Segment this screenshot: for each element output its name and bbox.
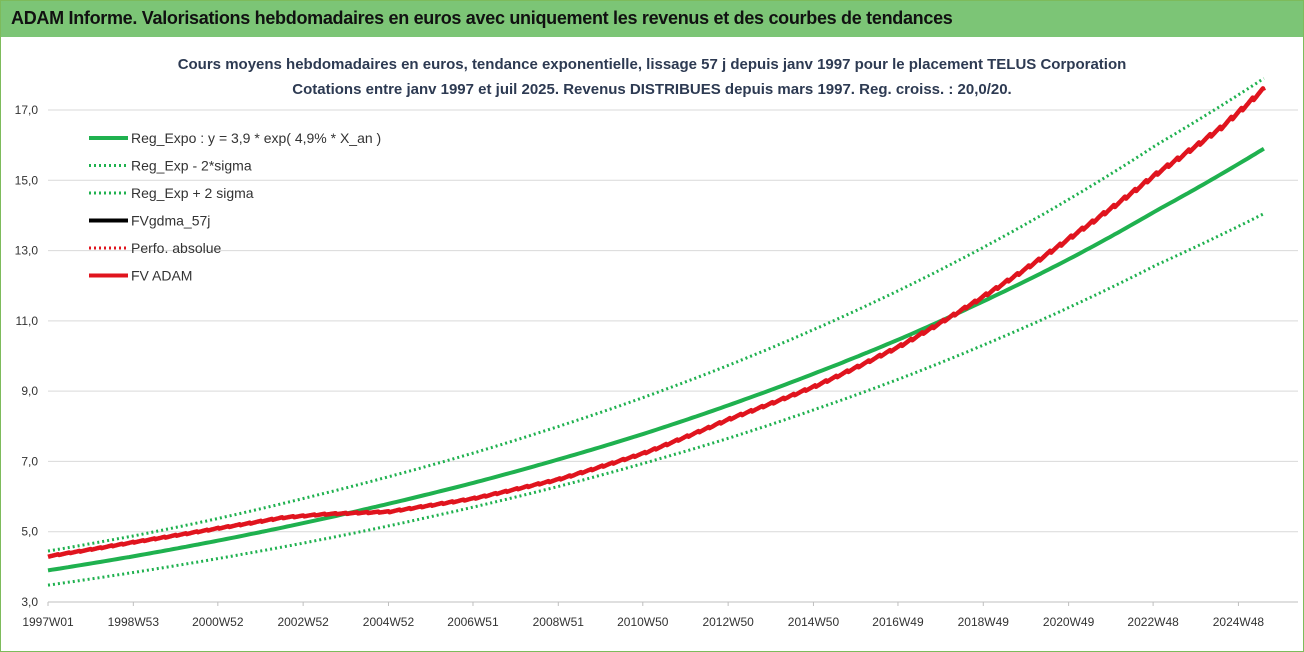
y-tick-label: 9,0 xyxy=(21,384,38,398)
x-tick-label: 1997W01 xyxy=(22,615,74,629)
legend-label: Reg_Exp - 2*sigma xyxy=(131,158,252,174)
series-line-0 xyxy=(47,146,1265,573)
legend-label: FV ADAM xyxy=(131,268,192,284)
legend-label: Perfo. absolue xyxy=(131,240,221,256)
grid-lines xyxy=(48,109,1298,603)
x-tick-label: 2012W50 xyxy=(702,615,754,629)
legend: Reg_Expo : y = 3,9 * exp( 4,9% * X_an ) R… xyxy=(89,130,381,284)
y-tick-label: 3,0 xyxy=(21,595,38,609)
legend-label: Reg_Exp + 2 sigma xyxy=(131,185,254,201)
y-tick-label: 15,0 xyxy=(15,173,39,187)
page-title: ADAM Informe. Valorisations hebdomadaire… xyxy=(11,8,953,28)
x-tick-label: 2020W49 xyxy=(1043,615,1095,629)
y-tick-label: 5,0 xyxy=(21,525,38,539)
x-tick-label: 2014W50 xyxy=(788,615,840,629)
series-line-1 xyxy=(47,212,1265,587)
x-tick-label: 2018W49 xyxy=(958,615,1010,629)
chart-subtitle: Cotations entre janv 1997 et juil 2025. … xyxy=(292,81,1012,98)
header-banner: ADAM Informe. Valorisations hebdomadaire… xyxy=(1,1,1303,37)
x-tick-label: 2004W52 xyxy=(363,615,415,629)
legend-label: FVgdma_57j xyxy=(131,213,210,229)
y-tick-label: 11,0 xyxy=(16,314,39,328)
legend-label: Reg_Expo : y = 3,9 * exp( 4,9% * X_an ) xyxy=(131,130,381,146)
series-line-5 xyxy=(46,86,1266,559)
y-tick-label: 17,0 xyxy=(15,103,39,117)
chart-title: Cours moyens hebdomadaires en euros, ten… xyxy=(177,56,1127,73)
series-group xyxy=(46,77,1266,587)
x-tick-label: 2000W52 xyxy=(192,615,244,629)
y-tick-label: 13,0 xyxy=(15,244,39,258)
x-tick-label: 1998W53 xyxy=(108,615,160,629)
x-tick-label: 2008W51 xyxy=(533,615,585,629)
x-tick-label: 2022W48 xyxy=(1127,615,1179,629)
x-tick-label: 2024W48 xyxy=(1213,615,1265,629)
y-axis: 3,0 5,0 7,0 9,0 11,0 13,0 15,0 17,0 xyxy=(15,103,39,609)
series-line-2 xyxy=(47,77,1265,553)
y-tick-label: 7,0 xyxy=(21,454,38,468)
x-tick-label: 2010W50 xyxy=(617,615,669,629)
x-axis: 1997W01 1998W53 2000W52 2002W52 2004W52 2006W… xyxy=(22,602,1264,629)
x-tick-label: 2016W49 xyxy=(872,615,924,629)
x-tick-label: 2006W51 xyxy=(447,615,499,629)
x-tick-label: 2002W52 xyxy=(277,615,329,629)
